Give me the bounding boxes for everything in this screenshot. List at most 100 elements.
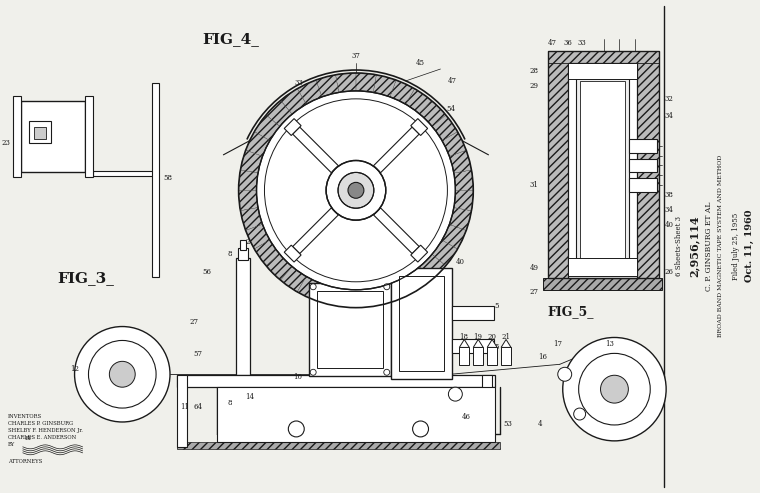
Text: 19: 19 (473, 333, 482, 342)
Circle shape (338, 173, 374, 208)
Text: FIG_3_: FIG_3_ (58, 271, 115, 285)
Bar (239, 240, 245, 250)
Text: 5: 5 (494, 344, 499, 352)
Polygon shape (473, 340, 483, 348)
Text: 23: 23 (1, 139, 10, 146)
Polygon shape (501, 340, 511, 348)
Text: 4: 4 (537, 420, 542, 428)
Bar (13, 96, 21, 177)
Wedge shape (240, 190, 356, 230)
Circle shape (600, 375, 629, 403)
Circle shape (558, 367, 572, 381)
Bar (568, 63, 638, 278)
Wedge shape (356, 80, 415, 190)
Text: 34: 34 (344, 214, 353, 222)
Text: 4: 4 (348, 254, 352, 262)
Text: 2,956,114: 2,956,114 (689, 215, 699, 277)
Wedge shape (297, 190, 356, 301)
Polygon shape (373, 127, 420, 173)
Circle shape (348, 182, 364, 198)
Text: 48: 48 (414, 246, 423, 254)
Polygon shape (548, 51, 659, 63)
Text: C. P. GINSBURG ET AL: C. P. GINSBURG ET AL (705, 201, 713, 291)
Bar (501, 348, 511, 365)
Text: 27: 27 (189, 317, 198, 325)
Text: 28: 28 (394, 258, 404, 266)
Wedge shape (356, 132, 466, 190)
Bar (177, 375, 187, 447)
Wedge shape (356, 190, 376, 308)
Text: 31: 31 (530, 181, 538, 189)
Circle shape (578, 353, 651, 425)
Text: 37: 37 (279, 184, 288, 192)
Text: 36: 36 (353, 268, 363, 276)
Bar (575, 76, 629, 265)
Polygon shape (284, 245, 301, 262)
Wedge shape (356, 75, 396, 190)
Bar (85, 96, 93, 177)
Text: 40: 40 (456, 258, 465, 266)
Wedge shape (336, 190, 356, 308)
Bar (568, 258, 638, 276)
Wedge shape (266, 101, 356, 190)
Circle shape (562, 338, 667, 441)
Circle shape (288, 421, 304, 437)
Wedge shape (356, 190, 471, 230)
Text: 33: 33 (578, 39, 586, 47)
Wedge shape (280, 190, 356, 292)
Wedge shape (356, 150, 471, 190)
Wedge shape (316, 190, 356, 306)
Circle shape (310, 369, 316, 375)
Bar (629, 139, 657, 152)
Bar (21, 101, 85, 173)
Polygon shape (177, 442, 500, 449)
Bar (391, 268, 452, 379)
Text: BY: BY (25, 436, 33, 441)
Circle shape (413, 421, 429, 437)
Text: 45: 45 (392, 363, 401, 371)
Text: 47: 47 (305, 264, 314, 272)
Text: 17: 17 (553, 341, 562, 349)
Circle shape (326, 161, 386, 220)
Text: FIG_5_: FIG_5_ (548, 305, 594, 318)
Bar (482, 375, 492, 433)
Circle shape (257, 91, 455, 290)
Wedge shape (255, 115, 356, 190)
Wedge shape (356, 101, 446, 190)
Polygon shape (543, 278, 662, 290)
Text: Oct. 11, 1960: Oct. 11, 1960 (745, 210, 754, 282)
Polygon shape (548, 51, 568, 278)
Text: 20: 20 (488, 333, 496, 342)
Polygon shape (373, 208, 420, 253)
Text: 29: 29 (530, 82, 538, 90)
Wedge shape (356, 190, 432, 292)
Polygon shape (638, 51, 659, 278)
Circle shape (384, 284, 390, 290)
Bar (548, 51, 659, 278)
Text: 47: 47 (547, 39, 556, 47)
Text: 24: 24 (245, 238, 254, 246)
Text: 28: 28 (530, 67, 538, 75)
Text: 36: 36 (281, 154, 290, 163)
Text: 52: 52 (414, 181, 423, 189)
Text: 14: 14 (245, 393, 254, 401)
Text: 16: 16 (538, 353, 547, 361)
Bar (152, 83, 159, 277)
Text: 46: 46 (424, 211, 433, 219)
Text: 11: 11 (180, 403, 189, 411)
Text: 6: 6 (460, 191, 464, 199)
Polygon shape (284, 119, 301, 136)
Bar (309, 283, 391, 376)
Text: 31: 31 (344, 184, 353, 192)
Wedge shape (356, 115, 458, 190)
Text: 37: 37 (351, 52, 360, 60)
Bar (452, 306, 494, 319)
Text: 45: 45 (416, 59, 425, 67)
Wedge shape (356, 170, 473, 190)
Circle shape (574, 408, 586, 420)
Bar (317, 291, 383, 368)
Wedge shape (356, 89, 432, 190)
Wedge shape (255, 190, 356, 266)
Text: 33: 33 (295, 79, 304, 87)
Circle shape (448, 387, 462, 401)
